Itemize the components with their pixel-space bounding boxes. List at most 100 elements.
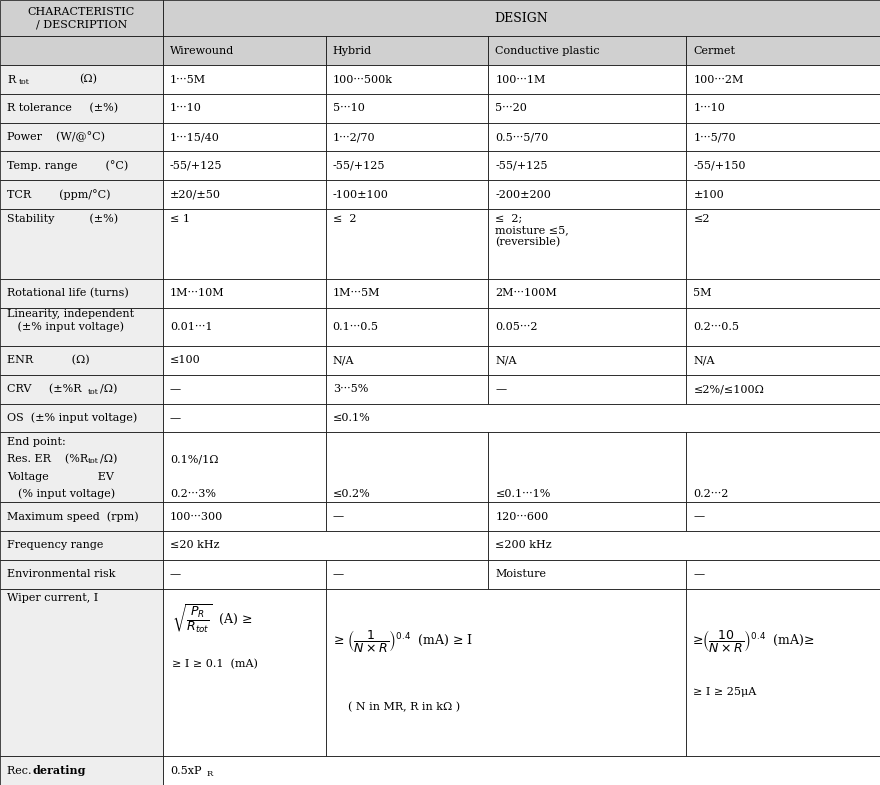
- Bar: [326, 181, 488, 209]
- Bar: [163, 560, 326, 589]
- Bar: [686, 94, 880, 122]
- Text: 0.2···2: 0.2···2: [693, 489, 729, 498]
- Bar: [488, 181, 686, 209]
- Bar: [0, 209, 163, 279]
- Bar: [686, 209, 880, 279]
- Text: 0.2···3%: 0.2···3%: [170, 489, 216, 498]
- Bar: [326, 279, 488, 308]
- Text: ≤  2;
moisture ≤5,
(reversible): ≤ 2; moisture ≤5, (reversible): [495, 214, 569, 247]
- Bar: [0, 36, 163, 65]
- Bar: [326, 209, 488, 279]
- Bar: [686, 181, 880, 209]
- Text: Stability          (±%): Stability (±%): [7, 214, 118, 225]
- Text: N/A: N/A: [495, 356, 517, 365]
- Bar: [488, 94, 686, 122]
- Text: —: —: [170, 413, 181, 423]
- Text: Moisture: Moisture: [495, 569, 546, 579]
- Text: 100···500k: 100···500k: [333, 75, 392, 85]
- Text: R tolerance     (±%): R tolerance (±%): [7, 103, 118, 114]
- Bar: [686, 152, 880, 181]
- Bar: [0, 65, 163, 94]
- Bar: [0, 152, 163, 181]
- Bar: [326, 36, 488, 65]
- Text: -55/+125: -55/+125: [333, 161, 385, 171]
- Text: (% input voltage): (% input voltage): [18, 489, 114, 499]
- Bar: [686, 279, 880, 308]
- Bar: [488, 531, 880, 560]
- Bar: [163, 36, 326, 65]
- Text: End point:: End point:: [7, 437, 66, 447]
- Text: 0.1%/1Ω: 0.1%/1Ω: [170, 455, 218, 464]
- Bar: [0, 589, 163, 756]
- Bar: [686, 374, 880, 403]
- Text: 0.01···1: 0.01···1: [170, 322, 212, 332]
- Bar: [0, 756, 163, 785]
- Text: —: —: [495, 384, 507, 394]
- Text: Rec.: Rec.: [7, 765, 35, 776]
- Text: ≤2%/≤100Ω: ≤2%/≤100Ω: [693, 384, 765, 394]
- Text: (Ω): (Ω): [79, 75, 97, 85]
- Text: ≤20 kHz: ≤20 kHz: [170, 540, 219, 550]
- Text: ( N in MR, R in kΩ ): ( N in MR, R in kΩ ): [348, 703, 459, 713]
- Bar: [326, 308, 488, 346]
- Bar: [0, 502, 163, 531]
- Bar: [488, 374, 686, 403]
- Text: Voltage              EV: Voltage EV: [7, 472, 114, 481]
- Text: 0.05···2: 0.05···2: [495, 322, 538, 332]
- Text: ±20/±50: ±20/±50: [170, 189, 221, 199]
- Bar: [488, 433, 686, 502]
- Text: 0.1···0.5: 0.1···0.5: [333, 322, 378, 332]
- Text: 0.5xP: 0.5xP: [170, 765, 202, 776]
- Bar: [163, 589, 326, 756]
- Text: —: —: [693, 569, 705, 579]
- Bar: [163, 308, 326, 346]
- Text: Wirewound: Wirewound: [170, 46, 234, 56]
- Bar: [488, 502, 686, 531]
- Text: DESIGN: DESIGN: [495, 12, 548, 24]
- Bar: [163, 374, 326, 403]
- Text: Maximum speed  (rpm): Maximum speed (rpm): [7, 511, 139, 522]
- Text: —: —: [693, 512, 705, 521]
- Bar: [488, 122, 686, 152]
- Bar: [488, 65, 686, 94]
- Text: 1···10: 1···10: [170, 104, 202, 113]
- Text: 1···15/40: 1···15/40: [170, 132, 220, 142]
- Bar: [488, 279, 686, 308]
- Text: 1···2/70: 1···2/70: [333, 132, 375, 142]
- Text: ≤0.2%: ≤0.2%: [333, 489, 370, 498]
- Bar: [163, 403, 326, 433]
- Text: ≥$\left(\dfrac{10}{N \times R}\right)^{0.4}$  (mA)≥: ≥$\left(\dfrac{10}{N \times R}\right)^{0…: [692, 628, 814, 654]
- Text: —: —: [333, 569, 344, 579]
- Bar: [163, 433, 326, 502]
- Bar: [488, 152, 686, 181]
- Text: —: —: [333, 512, 344, 521]
- Bar: [326, 374, 488, 403]
- Bar: [326, 152, 488, 181]
- Text: tot: tot: [88, 388, 99, 396]
- Bar: [163, 756, 880, 785]
- Bar: [163, 65, 326, 94]
- Bar: [163, 279, 326, 308]
- Text: 100···2M: 100···2M: [693, 75, 744, 85]
- Text: tot: tot: [18, 78, 29, 86]
- Text: -55/+125: -55/+125: [495, 161, 548, 171]
- Text: ≥ I ≥ 25μA: ≥ I ≥ 25μA: [693, 687, 757, 696]
- Text: Conductive plastic: Conductive plastic: [495, 46, 600, 56]
- Text: Wiper current, I: Wiper current, I: [7, 593, 99, 603]
- Text: /Ω): /Ω): [100, 455, 118, 465]
- Bar: [326, 502, 488, 531]
- Text: Frequency range: Frequency range: [7, 540, 104, 550]
- Text: 1M···5M: 1M···5M: [333, 288, 380, 298]
- Bar: [686, 433, 880, 502]
- Text: CRV     (±%R: CRV (±%R: [7, 384, 82, 394]
- Bar: [0, 122, 163, 152]
- Text: 1M···10M: 1M···10M: [170, 288, 224, 298]
- Text: Linearity, independent
   (±% input voltage): Linearity, independent (±% input voltage…: [7, 309, 134, 332]
- Text: ≥ I ≥ 0.1  (mA): ≥ I ≥ 0.1 (mA): [172, 659, 258, 670]
- Bar: [326, 346, 488, 374]
- Text: derating: derating: [33, 765, 86, 776]
- Text: ENR           (Ω): ENR (Ω): [7, 356, 90, 366]
- Text: ≤  2: ≤ 2: [333, 214, 356, 224]
- Bar: [0, 181, 163, 209]
- Text: 2M···100M: 2M···100M: [495, 288, 557, 298]
